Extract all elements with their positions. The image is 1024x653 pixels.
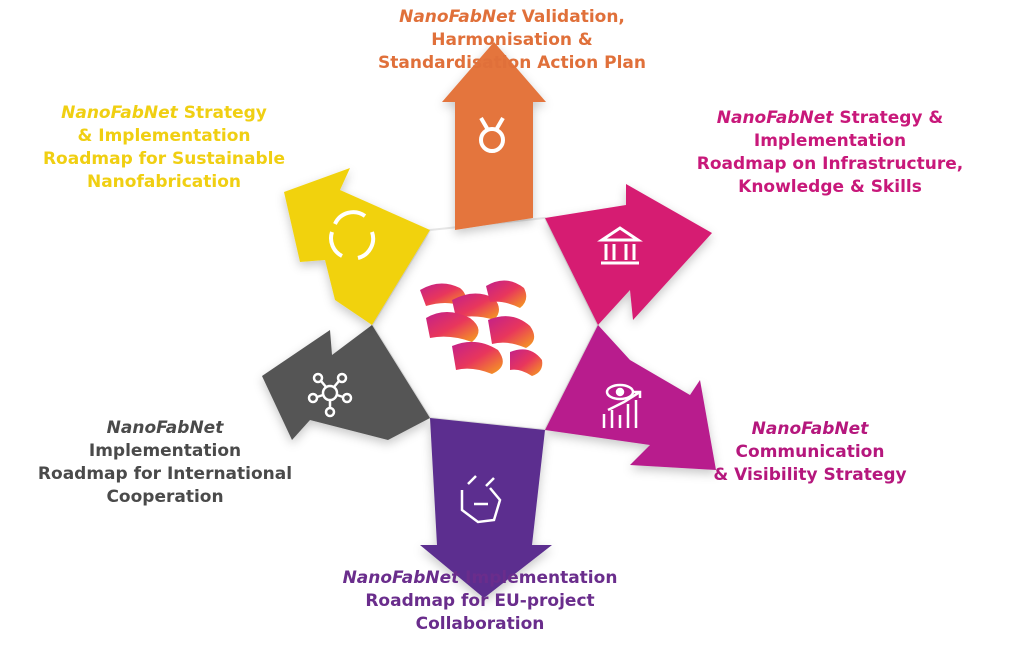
label-line: Nanofabrication <box>86 172 241 192</box>
medal-icon <box>479 116 505 153</box>
label-first-line-rest: Strategy & <box>839 108 944 128</box>
label-line: Harmonisation & <box>431 30 593 50</box>
brand-name: NanoFabNet <box>716 108 834 128</box>
label-first-line-rest: Validation, <box>521 7 625 27</box>
label-bottom: NanoFabNet Implementation Roadmap for EU… <box>300 567 660 636</box>
label-line: Knowledge & Skills <box>738 177 922 197</box>
label-line: Roadmap for Sustainable <box>42 149 286 169</box>
arrow-top <box>442 42 546 230</box>
arrow-bottom <box>420 418 552 598</box>
arrow-top-right <box>545 184 712 325</box>
label-top-right: NanoFabNet Strategy & Implementation Roa… <box>650 107 1010 199</box>
label-line: Collaboration <box>415 614 545 634</box>
label-line: Cooperation <box>106 487 224 507</box>
label-first-line-rest: Strategy <box>183 103 267 123</box>
network-icon <box>307 372 353 418</box>
brand-name: NanoFabNet <box>751 419 869 439</box>
label-line: Roadmap on Infrastructure, <box>696 154 964 174</box>
label-top: NanoFabNet Validation, Harmonisation & S… <box>312 6 712 75</box>
label-line: & Visibility Strategy <box>713 465 907 485</box>
brand-name: NanoFabNet <box>399 7 516 27</box>
label-line: Implementation <box>753 131 907 151</box>
label-line: Roadmap for EU-project <box>365 591 595 611</box>
institution-icon <box>597 226 643 265</box>
label-line: & Implementation <box>77 126 251 146</box>
label-first-line-rest: Implementation <box>465 568 618 588</box>
handshake-icon <box>460 475 502 524</box>
brand-name: NanoFabNet <box>61 103 178 123</box>
nanofabnet-logo <box>420 280 543 376</box>
label-line: Roadmap for International <box>37 464 293 484</box>
cycle-icon <box>329 210 376 260</box>
label-right: NanoFabNet Communication & Visibility St… <box>660 418 960 487</box>
arrow-left <box>262 325 430 440</box>
label-line: Standardisation Action Plan <box>378 53 646 73</box>
label-line: Communication <box>735 442 885 462</box>
brand-name: NanoFabNet <box>342 568 460 588</box>
arrow-top-left <box>284 168 430 325</box>
chart-eye-icon <box>602 383 642 428</box>
brand-name: NanoFabNet <box>106 418 224 438</box>
label-line: Implementation <box>88 441 242 461</box>
label-left: NanoFabNet Implementation Roadmap for In… <box>0 417 330 509</box>
label-top-left: NanoFabNet Strategy & Implementation Roa… <box>4 102 324 194</box>
